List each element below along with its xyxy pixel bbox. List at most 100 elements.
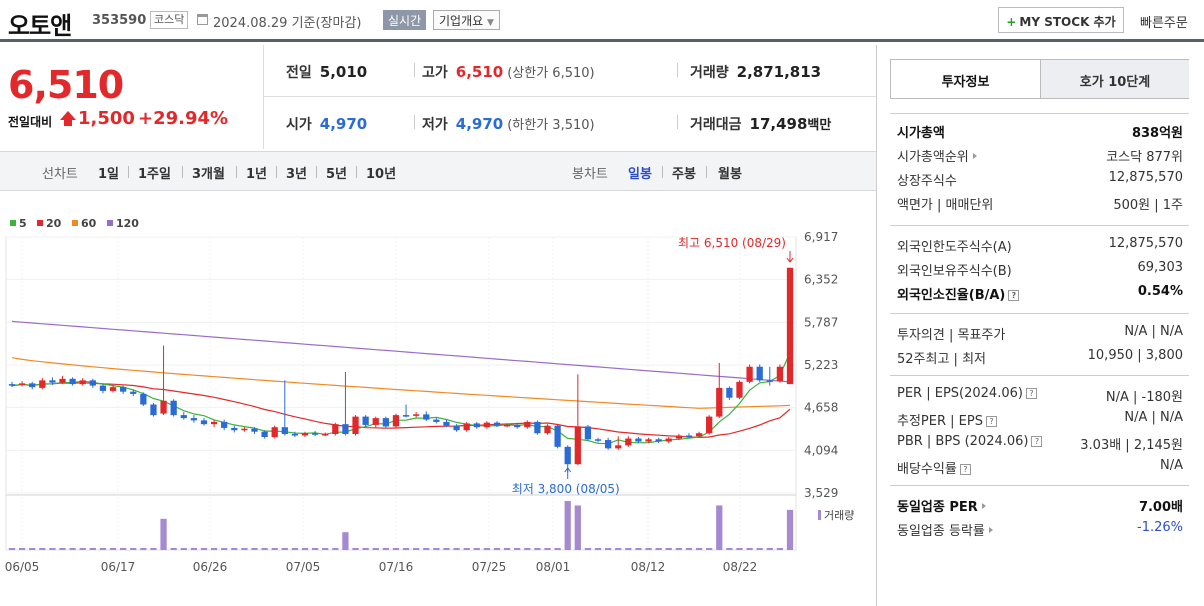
candle-body xyxy=(8,384,16,386)
candle-body xyxy=(503,424,511,427)
info-row[interactable]: 동일업종 PER 7.00배 xyxy=(890,492,1189,516)
company-overview-button[interactable]: 기업개요 ▼ xyxy=(433,10,500,30)
tab-invest-info[interactable]: 투자정보 xyxy=(891,60,1040,98)
candle-daily[interactable]: 일봉 xyxy=(628,167,652,182)
volume-bar xyxy=(655,548,662,550)
volume-bar xyxy=(756,548,763,550)
candle-body xyxy=(150,404,157,416)
period-1y[interactable]: 1년 xyxy=(246,167,268,182)
candle-body xyxy=(443,421,450,426)
candle-body xyxy=(554,425,561,447)
candle-monthly[interactable]: 월봉 xyxy=(718,167,742,182)
period-3y[interactable]: 3년 xyxy=(286,167,308,182)
volume-bar xyxy=(180,548,187,550)
realtime-button[interactable]: 실시간 xyxy=(383,10,427,30)
info-block-industry: 동일업종 PER 7.00배 동일업종 등락률 -1.26% xyxy=(890,485,1189,540)
volume-bar xyxy=(786,509,794,550)
price-chart[interactable]: 5 20 60 120 6,917 6,352 5,787 5,223 4,658 4,094 3,… xyxy=(0,205,876,606)
info-key: 배당수익률? xyxy=(897,458,971,477)
info-key: PER | EPS(2024.06)? xyxy=(897,386,1037,401)
candle-body xyxy=(463,423,470,431)
help-icon[interactable]: ? xyxy=(985,416,997,427)
stock-code: 353590 xyxy=(92,13,147,28)
help-icon[interactable]: ? xyxy=(1025,388,1037,399)
info-block-foreign: 외국인한도주식수(A) 12,875,570 외국인보유주식수(B) 69,303 외국… xyxy=(890,225,1189,304)
x-tick-label: 06/26 xyxy=(193,560,228,574)
volume-bar xyxy=(635,548,642,550)
change-rate: +29.94% xyxy=(138,108,229,129)
volume-bar xyxy=(776,548,784,550)
candle-body xyxy=(524,421,531,428)
x-tick-label: 08/12 xyxy=(631,560,666,574)
candle-weekly[interactable]: 주봉 xyxy=(672,167,696,182)
volume-bar xyxy=(726,548,733,550)
volume-bar xyxy=(736,548,743,550)
period-5y[interactable]: 5년 xyxy=(326,167,348,182)
volume-bar xyxy=(190,548,198,550)
stat-prev-close: 전일 5,010 xyxy=(286,63,368,81)
y-tick-label: 5,223 xyxy=(804,358,838,372)
x-tick-label: 08/22 xyxy=(723,560,758,574)
volume-bar xyxy=(746,548,753,550)
volume-bar xyxy=(8,548,16,550)
info-block-opinion: 투자의견 | 목표주가 N/A | N/A 52주최고 | 최저 10,950 | 3… xyxy=(890,313,1189,368)
volume-bar xyxy=(554,548,561,550)
info-row[interactable]: 시가총액순위 코스닥 877위 xyxy=(890,142,1189,166)
candle-body xyxy=(433,419,440,422)
candle-body xyxy=(615,445,622,449)
ma-legend-label: 60 xyxy=(81,217,97,230)
help-icon[interactable]: ? xyxy=(1031,436,1043,447)
info-key: 추정PER | EPS? xyxy=(897,410,997,429)
ma-line-5 xyxy=(11,352,791,445)
volume-bar xyxy=(120,548,127,550)
tab-quote-10[interactable]: 호가 10단계 xyxy=(1040,60,1189,98)
volume-bar xyxy=(584,548,592,550)
quick-order-link[interactable]: 빠른주문 xyxy=(1140,16,1188,31)
volume-bar xyxy=(18,548,26,550)
add-mystock-button[interactable]: + MY STOCK 추가 xyxy=(998,7,1124,33)
volume-bar xyxy=(39,548,46,550)
volume-bar xyxy=(79,548,86,550)
ma-line-60 xyxy=(11,357,791,409)
volume-bar xyxy=(231,548,238,550)
volume-bar xyxy=(291,548,299,550)
y-tick-label: 3,529 xyxy=(804,486,838,500)
period-3m[interactable]: 3개월 xyxy=(192,167,225,182)
period-1w[interactable]: 1주일 xyxy=(138,167,171,182)
y-tick-label: 4,658 xyxy=(804,401,838,415)
volume-bar xyxy=(200,548,208,550)
volume-bar xyxy=(766,548,773,550)
volume-bar xyxy=(69,548,76,550)
info-key: 외국인한도주식수(A) xyxy=(897,240,1012,255)
candle-body xyxy=(604,440,612,449)
info-row: 상장주식수 12,875,570 xyxy=(890,166,1189,190)
period-1d[interactable]: 1일 xyxy=(98,167,120,182)
info-row: 외국인보유주식수(B) 69,303 xyxy=(890,256,1189,280)
info-key: 상장주식수 xyxy=(897,174,957,189)
candle-body xyxy=(271,427,278,438)
volume-bar xyxy=(140,548,147,550)
candle-body xyxy=(635,438,642,442)
info-row[interactable]: 동일업종 등락률 -1.26% xyxy=(890,516,1189,540)
chart-canvas[interactable]: 5 20 60 120 6,917 6,352 5,787 5,223 4,658 4,094 3,… xyxy=(0,205,876,606)
help-icon[interactable]: ? xyxy=(1008,290,1020,301)
stat-high: 고가 6,510 (상한가 6,510) xyxy=(422,63,595,81)
x-tick-label: 07/16 xyxy=(379,560,414,574)
change-amount: 1,500 xyxy=(78,108,135,129)
period-10y[interactable]: 10년 xyxy=(366,167,397,182)
info-row: 외국인한도주식수(A) 12,875,570 xyxy=(890,232,1189,256)
volume-bar xyxy=(716,505,723,550)
volume-bar xyxy=(534,548,541,550)
volume-bar xyxy=(160,518,167,550)
ma-legend-label: 5 xyxy=(19,217,27,230)
info-row: 시가총액 838억원 xyxy=(890,118,1189,142)
help-icon[interactable]: ? xyxy=(959,464,971,475)
candle-body xyxy=(706,416,713,434)
candle-body xyxy=(231,427,238,431)
candle-body xyxy=(241,428,248,431)
candle-body xyxy=(473,423,480,428)
candle-body xyxy=(130,391,137,394)
candle-body xyxy=(493,422,501,426)
candle-body xyxy=(413,414,420,416)
info-value: N/A | N/A xyxy=(1124,324,1183,339)
